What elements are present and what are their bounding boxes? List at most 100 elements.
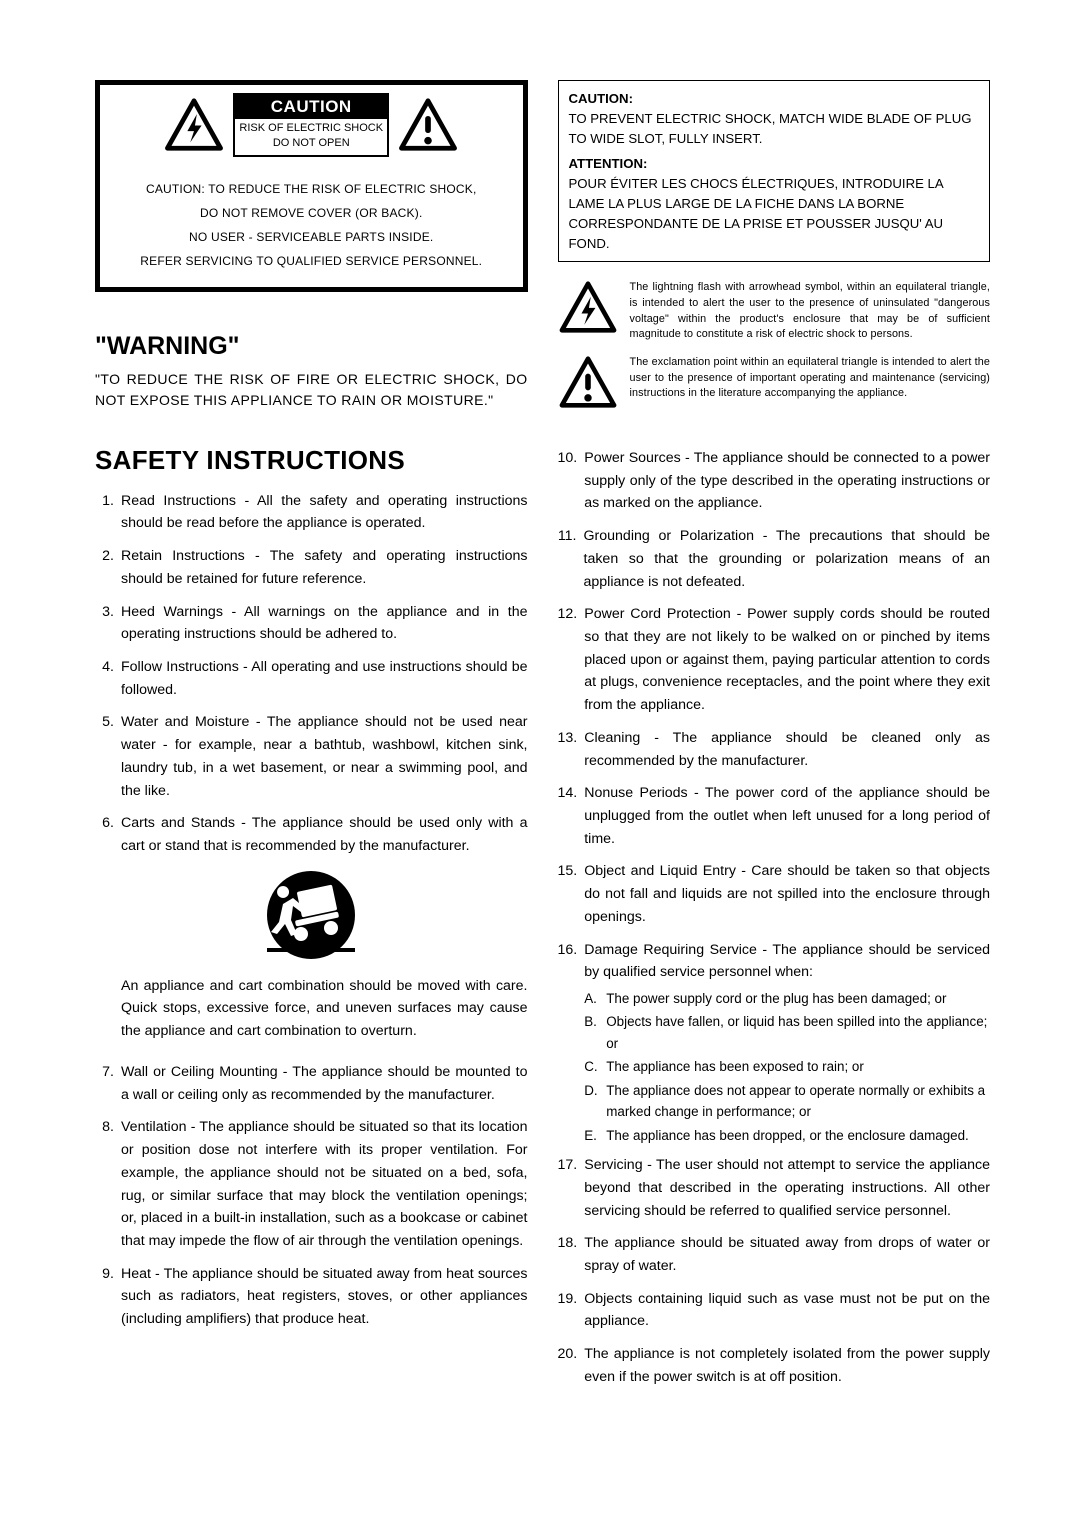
caution-line: NO USER - SERVICEABLE PARTS INSIDE. — [108, 225, 515, 249]
list-item: 1.Read Instructions - All the safety and… — [95, 490, 528, 539]
list-text: Heat - The appliance should be situated … — [121, 1263, 528, 1335]
lightning-triangle-icon — [163, 97, 225, 152]
symbol-explanation-2: The exclamation point within an equilate… — [558, 355, 991, 409]
list-number: 16. — [558, 939, 585, 1149]
list-text: Servicing - The user should not attempt … — [584, 1154, 990, 1226]
caution-line: CAUTION: TO REDUCE THE RISK OF ELECTRIC … — [108, 177, 515, 201]
sub-letter: C. — [584, 1056, 606, 1077]
list-number: 20. — [558, 1343, 585, 1392]
list-number: 15. — [558, 860, 585, 932]
sub-text: The power supply cord or the plug has be… — [606, 988, 990, 1009]
list-item: 19.Objects containing liquid such as vas… — [558, 1288, 991, 1337]
symbol2-text: The exclamation point within an equilate… — [630, 355, 991, 409]
safety-list-left-1: 1.Read Instructions - All the safety and… — [95, 490, 528, 862]
cart-tip-icon — [261, 870, 361, 960]
list-text: Carts and Stands - The appliance should … — [121, 812, 528, 861]
list-number: 1. — [95, 490, 121, 539]
list-item: 13.Cleaning - The appliance should be cl… — [558, 727, 991, 776]
list-text: The appliance should be situated away fr… — [584, 1232, 990, 1281]
sub-list: A.The power supply cord or the plug has … — [584, 988, 990, 1146]
list-item: 9.Heat - The appliance should be situate… — [95, 1263, 528, 1335]
list-text: Damage Requiring Service - The appliance… — [584, 939, 990, 1149]
list-number: 13. — [558, 727, 585, 776]
list-item: 3.Heed Warnings - All warnings on the ap… — [95, 601, 528, 650]
list-text: Nonuse Periods - The power cord of the a… — [584, 782, 990, 854]
sub-list-item: C.The appliance has been exposed to rain… — [584, 1056, 990, 1077]
list-text: Heed Warnings - All warnings on the appl… — [121, 601, 528, 650]
list-text: Read Instructions - All the safety and o… — [121, 490, 528, 539]
list-number: 3. — [95, 601, 121, 650]
symbol1-text: The lightning flash with arrowhead symbo… — [630, 280, 991, 343]
list-text: Object and Liquid Entry - Care should be… — [584, 860, 990, 932]
caution-text: TO PREVENT ELECTRIC SHOCK, MATCH WIDE BL… — [569, 111, 972, 146]
bilingual-caution-box: CAUTION: TO PREVENT ELECTRIC SHOCK, MATC… — [558, 80, 991, 262]
list-text: Retain Instructions - The safety and ope… — [121, 545, 528, 594]
left-column: CAUTION RISK OF ELECTRIC SHOCK DO NOT OP… — [95, 80, 528, 1399]
list-number: 7. — [95, 1061, 121, 1110]
safety-list-right: 10.Power Sources - The appliance should … — [558, 447, 991, 1393]
list-number: 6. — [95, 812, 121, 861]
sub-letter: E. — [584, 1125, 606, 1146]
sub-text: The appliance has been exposed to rain; … — [606, 1056, 990, 1077]
list-number: 19. — [558, 1288, 585, 1337]
attention-text: POUR ÉVITER LES CHOCS ÉLECTRIQUES, INTRO… — [569, 176, 944, 250]
caution-body-lines: CAUTION: TO REDUCE THE RISK OF ELECTRIC … — [108, 177, 515, 273]
list-number: 2. — [95, 545, 121, 594]
list-item: An appliance and cart combination should… — [95, 975, 528, 1043]
cart-figure — [95, 870, 528, 965]
sub-letter: B. — [584, 1011, 606, 1054]
caution-sub1: RISK OF ELECTRIC SHOCK — [239, 121, 383, 136]
lightning-triangle-icon — [558, 280, 618, 334]
sub-text: The appliance does not appear to operate… — [606, 1080, 990, 1123]
list-number: 9. — [95, 1263, 121, 1335]
list-item: 16.Damage Requiring Service - The applia… — [558, 939, 991, 1149]
list-number: 8. — [95, 1116, 121, 1256]
list-item: 2.Retain Instructions - The safety and o… — [95, 545, 528, 594]
list-number: 14. — [558, 782, 585, 854]
list-item: 14.Nonuse Periods - The power cord of th… — [558, 782, 991, 854]
sub-list-item: D.The appliance does not appear to opera… — [584, 1080, 990, 1123]
list-item: 20.The appliance is not completely isola… — [558, 1343, 991, 1392]
caution-heading: CAUTION: — [569, 91, 633, 106]
list-number: 10. — [558, 447, 585, 519]
list-number: 12. — [558, 603, 585, 721]
safety-list-left-2: 7.Wall or Ceiling Mounting - The applian… — [95, 1061, 528, 1335]
list-text: Objects containing liquid such as vase m… — [584, 1288, 990, 1337]
list-text: Cleaning - The appliance should be clean… — [584, 727, 990, 776]
exclamation-triangle-icon — [558, 355, 618, 409]
list-text: Power Cord Protection - Power supply cor… — [584, 603, 990, 721]
list-item: 5.Water and Moisture - The appliance sho… — [95, 711, 528, 806]
caution-box: CAUTION RISK OF ELECTRIC SHOCK DO NOT OP… — [95, 80, 528, 292]
sub-letter: D. — [584, 1080, 606, 1123]
list-item: 12.Power Cord Protection - Power supply … — [558, 603, 991, 721]
warning-title: "WARNING" — [95, 332, 528, 361]
sub-text: The appliance has been dropped, or the e… — [606, 1125, 990, 1146]
cart-caption: An appliance and cart combination should… — [121, 975, 528, 1043]
warning-body: "TO REDUCE THE RISK OF FIRE OR ELECTRIC … — [95, 369, 528, 411]
list-item: 10.Power Sources - The appliance should … — [558, 447, 991, 519]
page: CAUTION RISK OF ELECTRIC SHOCK DO NOT OP… — [95, 80, 990, 1399]
list-number: 18. — [558, 1232, 585, 1281]
sub-list-item: E.The appliance has been dropped, or the… — [584, 1125, 990, 1146]
list-item: 4.Follow Instructions - All operating an… — [95, 656, 528, 705]
list-item: 15.Object and Liquid Entry - Care should… — [558, 860, 991, 932]
list-text: Power Sources - The appliance should be … — [584, 447, 990, 519]
list-item: 11.Grounding or Polarization - The preca… — [558, 525, 991, 597]
sub-list-item: B.Objects have fallen, or liquid has bee… — [584, 1011, 990, 1054]
caution-sub2: DO NOT OPEN — [239, 136, 383, 151]
cart-caption-wrap: An appliance and cart combination should… — [95, 975, 528, 1043]
list-number: 5. — [95, 711, 121, 806]
list-item: 6.Carts and Stands - The appliance shoul… — [95, 812, 528, 861]
safety-instructions-title: SAFETY INSTRUCTIONS — [95, 445, 528, 476]
sub-letter: A. — [584, 988, 606, 1009]
list-text: Wall or Ceiling Mounting - The appliance… — [121, 1061, 528, 1110]
list-number: 4. — [95, 656, 121, 705]
attention-heading: ATTENTION: — [569, 156, 648, 171]
list-item: 17.Servicing - The user should not attem… — [558, 1154, 991, 1226]
list-text: Water and Moisture - The appliance shoul… — [121, 711, 528, 806]
symbol-explanation-1: The lightning flash with arrowhead symbo… — [558, 280, 991, 343]
list-number: 11. — [558, 525, 584, 597]
list-item: 7.Wall or Ceiling Mounting - The applian… — [95, 1061, 528, 1110]
right-column: CAUTION: TO PREVENT ELECTRIC SHOCK, MATC… — [558, 80, 991, 1399]
list-text: The appliance is not completely isolated… — [584, 1343, 990, 1392]
